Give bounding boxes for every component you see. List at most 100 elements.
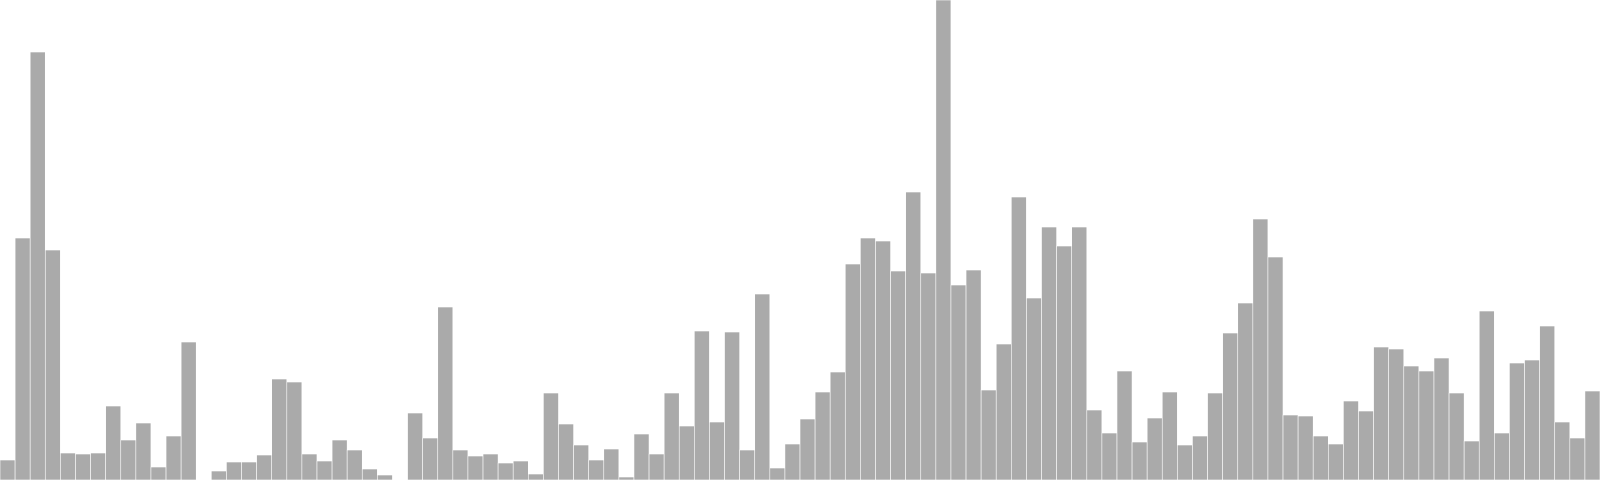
bar [180,341,197,480]
bar [1554,421,1571,480]
bar [1433,357,1450,480]
bar [90,452,106,480]
bar [1026,297,1042,480]
bar [316,460,333,480]
bar [1161,391,1178,480]
bar [44,249,61,480]
bar [648,453,665,480]
bar [1041,226,1057,480]
bar [1207,392,1223,480]
bar [165,435,182,480]
bar [75,453,91,480]
bar [286,381,303,480]
bar [120,439,137,480]
bar [211,470,227,480]
bar [1237,302,1254,480]
bar [603,448,620,480]
bar [0,459,16,480]
bar [1146,417,1163,480]
bar [709,421,725,480]
bar [724,331,740,480]
bar [256,454,272,480]
bar [799,418,816,480]
bar [769,467,786,480]
bar [694,330,710,480]
bar [1222,332,1239,480]
bar [1418,370,1435,480]
bar [512,460,529,480]
bar [784,443,801,480]
bar [1071,226,1088,480]
bar [588,459,605,480]
bar [1312,435,1329,480]
bar [829,371,846,480]
bar [980,389,997,480]
bar [361,468,378,480]
bar [1478,310,1495,480]
bar [482,453,499,480]
bar [1131,441,1148,480]
bar [935,0,952,480]
bar [1569,437,1586,480]
bar [301,453,318,480]
bar [1494,432,1510,480]
bar [1267,256,1284,480]
bar [739,449,756,480]
bar [241,461,257,480]
bar [905,191,922,480]
bar [543,392,559,480]
bar [1177,444,1193,480]
bar [467,455,484,480]
bar [226,461,242,480]
bar [814,391,831,480]
bar [1524,359,1540,480]
bar [1509,362,1525,480]
bar [844,263,861,480]
bar [1282,414,1299,480]
bar [1011,196,1027,480]
bar [497,462,514,480]
bar [995,343,1012,480]
bar [1584,390,1600,480]
bar [965,269,982,480]
bar [135,422,152,480]
bar [875,240,891,480]
bar [754,293,771,480]
bar [663,392,680,480]
bar [1192,435,1208,480]
bar [407,412,423,480]
bar [890,270,906,480]
bar [1343,400,1359,480]
bar [1086,409,1103,480]
bar [437,306,454,480]
bar [271,378,288,480]
bar [422,437,439,480]
bar [1463,440,1480,480]
bar [527,473,544,480]
bar [678,425,695,480]
bar [331,439,348,480]
bar [1388,348,1405,480]
bar [377,474,393,480]
bar [29,51,46,480]
bar [950,284,967,480]
bar [573,444,589,480]
bar [1101,432,1118,480]
bar [1539,325,1556,480]
bar [1116,370,1133,480]
bar [452,449,469,480]
bar [346,449,363,480]
bar [1297,415,1314,480]
bar [1358,410,1374,480]
bar [633,433,650,480]
bar [1403,365,1420,480]
bar [1252,218,1269,480]
bar [1056,245,1072,480]
bar [920,272,937,480]
bar [860,237,876,480]
bar [1448,392,1465,480]
bar [150,466,167,480]
bar [558,423,574,480]
